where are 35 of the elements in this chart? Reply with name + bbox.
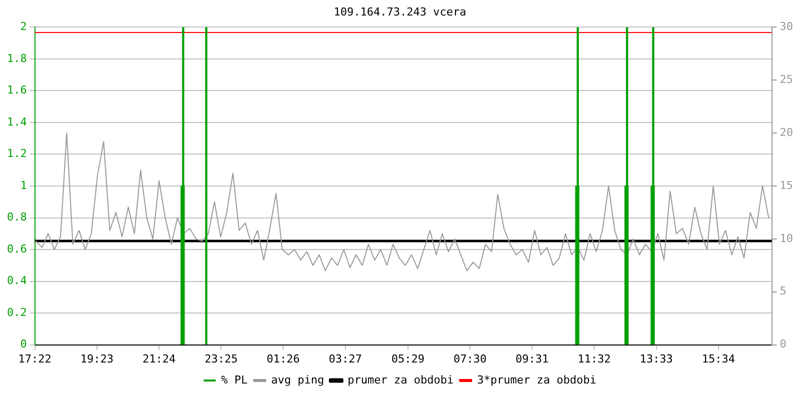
- y-tick-label: 1.4: [6, 115, 28, 128]
- x-tick-label: 09:31: [516, 352, 549, 366]
- x-tick-label: 13:33: [640, 352, 673, 366]
- y-tick-label: 1.8: [6, 52, 27, 65]
- legend-label: avg ping: [271, 373, 324, 386]
- y-tick-label: 0: [20, 338, 27, 351]
- x-tick-label: 17:22: [18, 352, 52, 366]
- legend-label: % PL: [221, 373, 248, 386]
- y-tick-label: 0.4: [6, 274, 28, 288]
- y-tick-label: 2: [20, 20, 27, 34]
- x-tick-label: 05:29: [391, 352, 424, 366]
- x-tick-label: 01:26: [266, 352, 300, 366]
- legend-label: 3*prumer za obdobi: [477, 373, 596, 386]
- y-tick-label: 0.8: [6, 210, 27, 224]
- y2-tick-label: 10: [780, 232, 794, 245]
- y2-tick-label: 15: [780, 178, 794, 192]
- y2-tick-label: 5: [780, 284, 786, 298]
- y-tick-label: 1.6: [6, 84, 27, 97]
- x-tick-label: 07:30: [453, 352, 487, 366]
- y2-tick-label: 25: [780, 72, 794, 86]
- x-tick-label: 21:24: [142, 352, 176, 366]
- y-tick-label: 0.6: [6, 242, 27, 256]
- y2-tick-label: 0: [780, 338, 786, 351]
- x-tick-label: 15:34: [702, 352, 736, 366]
- x-tick-label: 23:25: [204, 352, 238, 366]
- y-tick-label: 0.2: [6, 306, 27, 319]
- chart-title: 109.164.73.243 vcera: [334, 5, 466, 18]
- y2-tick-label: 20: [780, 126, 794, 139]
- x-tick-label: 19:23: [80, 352, 114, 366]
- y2-tick-label: 30: [780, 20, 794, 34]
- y-tick-label: 1: [20, 178, 27, 192]
- x-tick-label: 11:32: [578, 352, 611, 366]
- y-tick-label: 1.2: [6, 147, 27, 160]
- legend-label: prumer za obdobi: [348, 373, 454, 386]
- x-tick-label: 03:27: [328, 352, 362, 366]
